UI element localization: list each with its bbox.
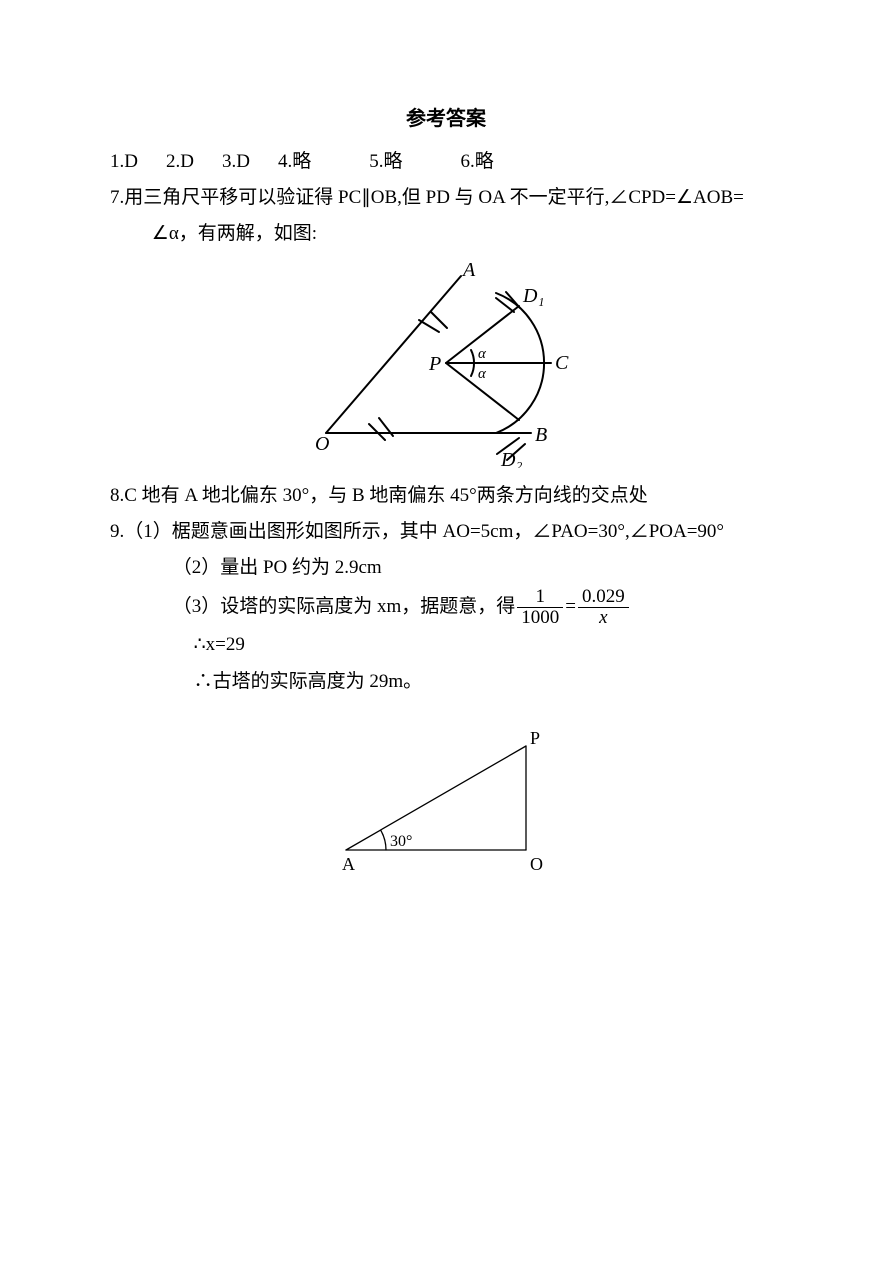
label-D2: D₂ [500, 449, 522, 468]
equals-sign: = [565, 589, 576, 625]
page-title: 参考答案 [110, 100, 782, 138]
frac1-den: 1000 [517, 608, 563, 628]
q8-text: 8.C 地有 A 地北偏东 30°，与 B 地南偏东 45°两条方向线的交点处 [110, 478, 782, 514]
frac2-den: x [578, 608, 629, 628]
label-O: O [315, 433, 329, 455]
label-B: B [535, 424, 547, 446]
ans-6: 6.略 [460, 144, 493, 180]
answer-key-page: 参考答案 1.D 2.D 3.D 4.略 5.略 6.略 7.用三角尺平移可以验… [0, 0, 892, 1262]
q9-line2: （2）量出 PO 约为 2.9cm [110, 550, 782, 586]
q9-figure: A O P 30° [110, 720, 782, 880]
q9-line5: ∴古塔的实际高度为 29m。 [110, 664, 782, 700]
frac1-num: 1 [517, 587, 563, 608]
ans-1: 1.D [110, 144, 138, 180]
label-alpha-1: α [478, 346, 487, 362]
label-C: C [555, 352, 569, 374]
angle-construction-diagram: A B C O P D₁ D₂ α α [301, 258, 591, 468]
label-alpha-2: α [478, 366, 487, 382]
fraction-1: 1 1000 [517, 587, 563, 628]
q9-line4: ∴x=29 [110, 627, 782, 663]
q9-line3: （3）设塔的实际高度为 xm，据题意，得 1 1000 = 0.029 x [110, 587, 782, 628]
q7-figure: A B C O P D₁ D₂ α α [110, 258, 782, 468]
ans-2: 2.D [166, 144, 194, 180]
ans-4: 4.略 [278, 144, 311, 180]
fraction-2: 0.029 x [578, 587, 629, 628]
label-A: A [342, 854, 355, 874]
label-P: P [428, 353, 441, 375]
q9-line3-lead: （3）设塔的实际高度为 xm，据题意，得 [173, 589, 516, 625]
frac2-num: 0.029 [578, 587, 629, 608]
ans-5: 5.略 [369, 144, 402, 180]
short-answers-row: 1.D 2.D 3.D 4.略 5.略 6.略 [110, 144, 782, 180]
ans-3: 3.D [222, 144, 250, 180]
label-angle-30: 30° [390, 833, 412, 850]
q7-lead: 7.用三角尺平移可以验证得 PC∥OB,但 PD 与 OA 不一定平行,∠CPD… [110, 187, 744, 208]
q7-line2: ∠α，有两解，如图: [110, 216, 782, 252]
label-O: O [530, 854, 543, 874]
q9-line1: 9.（1）椐题意画出图形如图所示，其中 AO=5cm，∠PAO=30°,∠POA… [110, 514, 782, 550]
right-triangle-diagram: A O P 30° [316, 720, 576, 880]
q7-line1: 7.用三角尺平移可以验证得 PC∥OB,但 PD 与 OA 不一定平行,∠CPD… [110, 180, 782, 216]
label-D1: D₁ [522, 285, 544, 307]
label-A: A [461, 259, 476, 281]
label-P: P [530, 728, 540, 748]
